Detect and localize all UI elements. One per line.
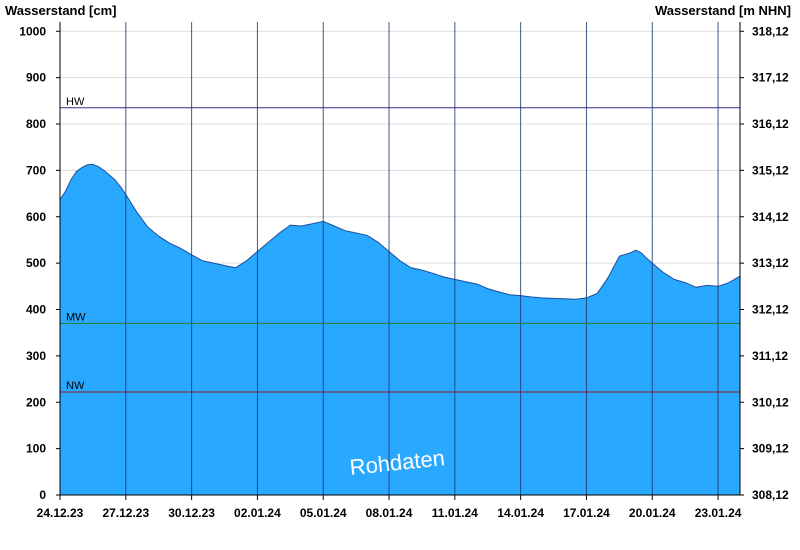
right-tick-label-3: 311,12	[752, 349, 788, 363]
reference-lines: HW MW NW	[60, 96, 740, 393]
right-tick-label-7: 315,12	[752, 163, 789, 177]
right-tick-label-1: 309,12	[752, 442, 789, 456]
left-tick-label-200: 200	[26, 395, 46, 409]
left-tick-label-1000: 1000	[19, 24, 46, 38]
left-axis-title: Wasserstand [cm]	[5, 3, 117, 18]
x-tick-label-10: 23.01.24	[695, 506, 742, 520]
right-tick-label-9: 317,12	[752, 71, 789, 85]
ref-label-nw: NW	[66, 380, 85, 392]
x-tick-label-7: 14.01.24	[497, 506, 544, 520]
right-tick-label-6: 314,12	[752, 210, 789, 224]
ref-label-hw: HW	[66, 96, 85, 108]
right-tick-label-8: 316,12	[752, 117, 789, 131]
water-level-area	[59, 163, 741, 496]
axes	[56, 22, 744, 500]
water-level-series	[59, 163, 741, 496]
left-tick-label-0: 0	[39, 488, 46, 502]
x-tick-labels: 24.12.23 27.12.23 30.12.23 02.01.24 05.01.24…	[37, 506, 742, 520]
x-tick-label-9: 20.01.24	[629, 506, 676, 520]
left-tick-label-400: 400	[26, 303, 46, 317]
x-tick-label-0: 24.12.23	[37, 506, 84, 520]
right-tick-label-5: 313,12	[752, 256, 789, 270]
left-tick-label-100: 100	[26, 442, 46, 456]
left-tick-labels: 0 100 200 300 400 500 600 700 800 900 1000	[19, 24, 46, 502]
x-tick-label-3: 02.01.24	[234, 506, 281, 520]
right-tick-label-4: 312,12	[752, 303, 789, 317]
x-tick-label-6: 11.01.24	[432, 506, 478, 520]
x-tick-label-2: 30.12.23	[168, 506, 215, 520]
x-tick-label-5: 08.01.24	[366, 506, 413, 520]
left-tick-label-600: 600	[26, 210, 46, 224]
left-tick-label-800: 800	[26, 117, 46, 131]
vertical-gridlines	[125, 22, 719, 495]
ref-label-mw: MW	[66, 311, 86, 323]
right-tick-label-10: 318,12	[752, 24, 789, 38]
right-axis-title: Wasserstand [m NHN]	[655, 3, 791, 18]
right-tick-label-2: 310,12	[752, 395, 789, 409]
right-tick-label-0: 308,12	[752, 488, 789, 502]
left-tick-label-300: 300	[26, 349, 46, 363]
right-tick-labels: 308,12 309,12 310,12 311,12 312,12 313,12 314,…	[752, 24, 789, 502]
left-tick-label-900: 900	[26, 71, 46, 85]
x-tick-label-4: 05.01.24	[300, 506, 347, 520]
x-tick-label-1: 27.12.23	[102, 506, 149, 520]
x-tick-label-8: 17.01.24	[563, 506, 610, 520]
left-tick-label-500: 500	[26, 256, 46, 270]
left-tick-label-700: 700	[26, 163, 46, 177]
